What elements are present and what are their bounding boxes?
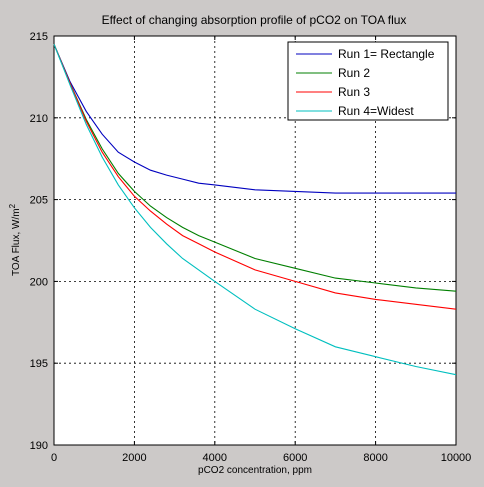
series-line-3 <box>53 43 457 310</box>
y-axis-title-main: TOA Flux, W/m <box>11 208 22 276</box>
y-axis-title: TOA Flux, W/m2 <box>8 203 22 276</box>
series-line-4 <box>53 43 457 376</box>
x-tick-label: 8000 <box>363 452 387 464</box>
x-tick-label: 10000 <box>441 452 472 464</box>
x-tick-label: 0 <box>51 452 57 464</box>
y-tick-label: 215 <box>30 31 48 43</box>
legend-label-3: Run 3 <box>338 85 370 99</box>
x-tick-label: 4000 <box>203 452 227 464</box>
y-tick-label: 210 <box>30 113 48 125</box>
legend: Run 1= Rectangle Run 2 Run 3 Run 4=Widest <box>287 41 449 121</box>
y-tick-label: 205 <box>30 195 48 207</box>
legend-box <box>287 41 449 121</box>
x-axis-title: pCO2 concentration, ppm <box>198 465 312 476</box>
legend-label-1: Run 1= Rectangle <box>338 47 435 61</box>
x-tick-label: 6000 <box>283 452 307 464</box>
chart-title: Effect of changing absorption profile of… <box>102 13 407 27</box>
grid-layer <box>54 36 456 445</box>
series-line-1 <box>53 43 456 194</box>
series-layer <box>53 43 457 376</box>
y-tick-label: 195 <box>30 358 48 370</box>
x-tick-label: 2000 <box>122 452 146 464</box>
ticks-layer: 0 2000 4000 6000 8000 10000 190 195 200 205 210 215 <box>30 31 472 464</box>
legend-entries: Run 1= Rectangle Run 2 Run 3 Run 4=Widest <box>296 47 435 118</box>
series-line-2 <box>53 43 457 292</box>
y-axis-title-superscript: 2 <box>8 203 17 208</box>
legend-label-2: Run 2 <box>338 66 370 80</box>
y-tick-label: 190 <box>30 440 48 452</box>
y-tick-label: 200 <box>30 276 48 288</box>
legend-label-4: Run 4=Widest <box>338 104 414 118</box>
